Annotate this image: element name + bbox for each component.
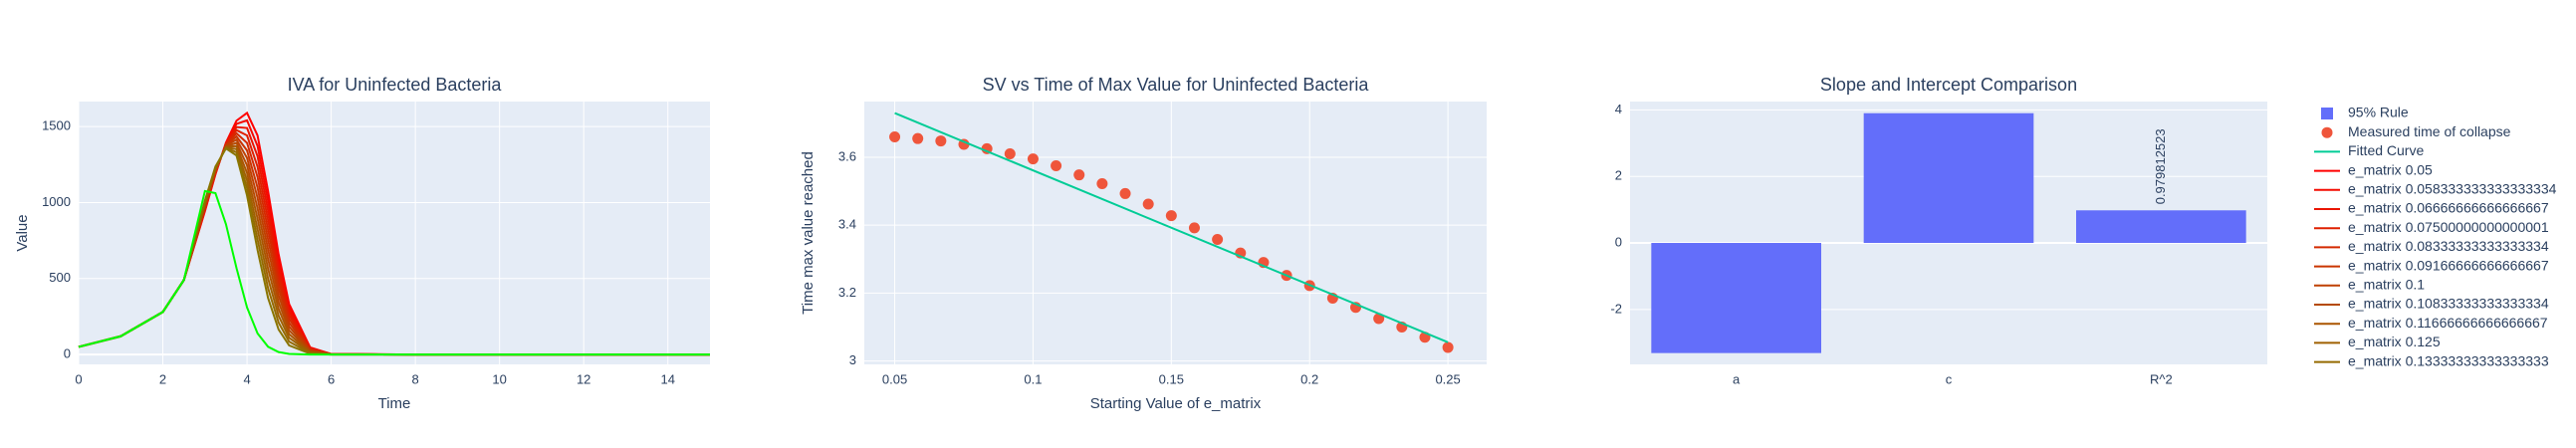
y-tick-label: 0 bbox=[1615, 234, 1622, 249]
x-tick-label: 4 bbox=[243, 371, 250, 386]
legend-symbol bbox=[2321, 108, 2333, 119]
x-tick-label: 6 bbox=[328, 371, 335, 386]
legend-symbol bbox=[2321, 126, 2333, 138]
legend-label: e_matrix 0.11666666666666667 bbox=[2348, 315, 2548, 331]
x-tick-label: 0.05 bbox=[882, 371, 907, 386]
marker bbox=[1073, 169, 1085, 181]
y-tick-label: 3.4 bbox=[838, 217, 856, 232]
marker bbox=[1188, 222, 1200, 234]
legend-label: Measured time of collapse bbox=[2348, 123, 2511, 139]
value-label: 0.979812523 bbox=[2153, 128, 2168, 204]
bar bbox=[1863, 112, 2034, 244]
x-tick-label: R^2 bbox=[2150, 371, 2173, 386]
legend-label: e_matrix 0.13333333333333333 bbox=[2348, 352, 2549, 368]
legend-label: Fitted Curve bbox=[2348, 142, 2424, 158]
legend-label: e_matrix 0.08333333333333334 bbox=[2348, 238, 2549, 254]
x-axis-title: Time bbox=[378, 395, 411, 412]
y-tick-label: -2 bbox=[1610, 301, 1622, 316]
y-tick-label: 1500 bbox=[42, 118, 71, 133]
x-tick-label: 2 bbox=[159, 371, 166, 386]
x-tick-label: 0 bbox=[75, 371, 82, 386]
y-tick-label: 0 bbox=[64, 346, 71, 361]
x-tick-label: 8 bbox=[412, 371, 419, 386]
legend-label: e_matrix 0.07500000000000001 bbox=[2348, 219, 2549, 235]
x-axis-title: Starting Value of e_matrix bbox=[1090, 395, 1262, 412]
y-tick-label: 4 bbox=[1615, 102, 1622, 116]
y-tick-label: 3.2 bbox=[838, 285, 856, 300]
legend-label: e_matrix 0.058333333333333334 bbox=[2348, 181, 2557, 197]
y-tick-label: 2 bbox=[1615, 168, 1622, 183]
fitted-line bbox=[894, 112, 1449, 343]
legend-label: e_matrix 0.09166666666666667 bbox=[2348, 257, 2549, 273]
x-tick-label: 0.1 bbox=[1024, 371, 1042, 386]
marker bbox=[912, 132, 924, 144]
x-tick-label: 12 bbox=[577, 371, 590, 386]
bar bbox=[1651, 243, 1821, 353]
marker bbox=[1027, 153, 1039, 165]
legend-label: e_matrix 0.05 bbox=[2348, 161, 2433, 177]
chart-title: Slope and Intercept Comparison bbox=[1820, 75, 2077, 95]
y-axis-title: Time max value reached bbox=[800, 151, 817, 315]
marker bbox=[1004, 148, 1016, 160]
marker bbox=[1165, 210, 1177, 222]
legend-label: e_matrix 0.10833333333333334 bbox=[2348, 296, 2549, 312]
marker bbox=[935, 135, 947, 147]
y-tick-label: 1000 bbox=[42, 194, 71, 209]
x-tick-label: 10 bbox=[492, 371, 506, 386]
line bbox=[78, 189, 710, 356]
marker bbox=[1212, 233, 1224, 245]
x-tick-label: 0.2 bbox=[1300, 371, 1318, 386]
legend-label: e_matrix 0.1 bbox=[2348, 277, 2425, 293]
marker bbox=[1119, 187, 1131, 199]
legend-label: e_matrix 0.06666666666666667 bbox=[2348, 200, 2549, 216]
marker bbox=[1096, 178, 1108, 190]
legend-label: 95% Rule bbox=[2348, 105, 2409, 120]
x-tick-label: c bbox=[1946, 371, 1953, 386]
y-tick-label: 500 bbox=[49, 270, 71, 285]
x-tick-label: 0.15 bbox=[1159, 371, 1184, 386]
x-tick-label: 0.25 bbox=[1435, 371, 1460, 386]
chart-title: IVA for Uninfected Bacteria bbox=[288, 75, 503, 95]
plot-background bbox=[864, 102, 1487, 364]
bar bbox=[2076, 210, 2246, 244]
x-tick-label: a bbox=[1733, 371, 1741, 386]
legend-label: e_matrix 0.125 bbox=[2348, 334, 2441, 349]
chart-title: SV vs Time of Max Value for Uninfected B… bbox=[983, 75, 1370, 95]
marker bbox=[889, 130, 901, 142]
y-axis-title: Value bbox=[14, 214, 31, 251]
marker bbox=[1142, 198, 1154, 210]
y-tick-label: 3 bbox=[849, 352, 856, 367]
marker bbox=[1442, 341, 1454, 353]
marker bbox=[1051, 159, 1062, 171]
y-tick-label: 3.6 bbox=[838, 148, 856, 163]
x-tick-label: 14 bbox=[660, 371, 674, 386]
plot-background bbox=[79, 102, 710, 364]
